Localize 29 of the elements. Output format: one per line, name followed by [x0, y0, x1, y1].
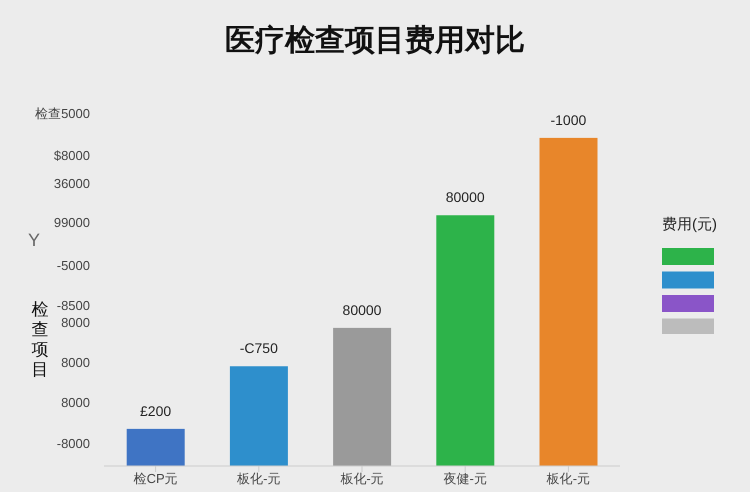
chart-title: 医疗检查项目费用对比	[224, 23, 526, 59]
text: 99000	[54, 215, 90, 230]
text: 8000	[61, 315, 90, 330]
legend-title: 费用(元)	[662, 215, 717, 234]
text: -5000	[56, 258, 90, 273]
bar	[436, 215, 494, 466]
x-tick-label: 检CP元	[134, 471, 178, 486]
annotation: £200	[139, 402, 172, 419]
text: Y	[28, 230, 40, 251]
bar	[333, 328, 392, 466]
bar	[230, 366, 288, 466]
text: 36000	[54, 176, 90, 191]
text: 8000	[61, 355, 90, 370]
text: -8500	[56, 298, 90, 313]
x-tick-label: 板化-元	[236, 471, 280, 486]
text: -1000	[549, 112, 588, 128]
x-tick-label: 板化-元	[339, 471, 384, 486]
annotation: 80000	[342, 302, 382, 318]
annotation: -C750	[238, 340, 279, 356]
text: 8000	[61, 395, 90, 410]
bar	[126, 428, 185, 466]
annotation: 80000	[444, 189, 486, 206]
text: -8000	[56, 436, 90, 451]
x-tick-label: 夜健-元	[444, 471, 487, 486]
x-tick-label: 板化-元	[546, 471, 590, 486]
y-axis-title: 检查项目	[30, 300, 50, 380]
bar	[540, 138, 598, 466]
text: 检查5000	[35, 105, 90, 123]
text: $8000	[54, 148, 90, 163]
